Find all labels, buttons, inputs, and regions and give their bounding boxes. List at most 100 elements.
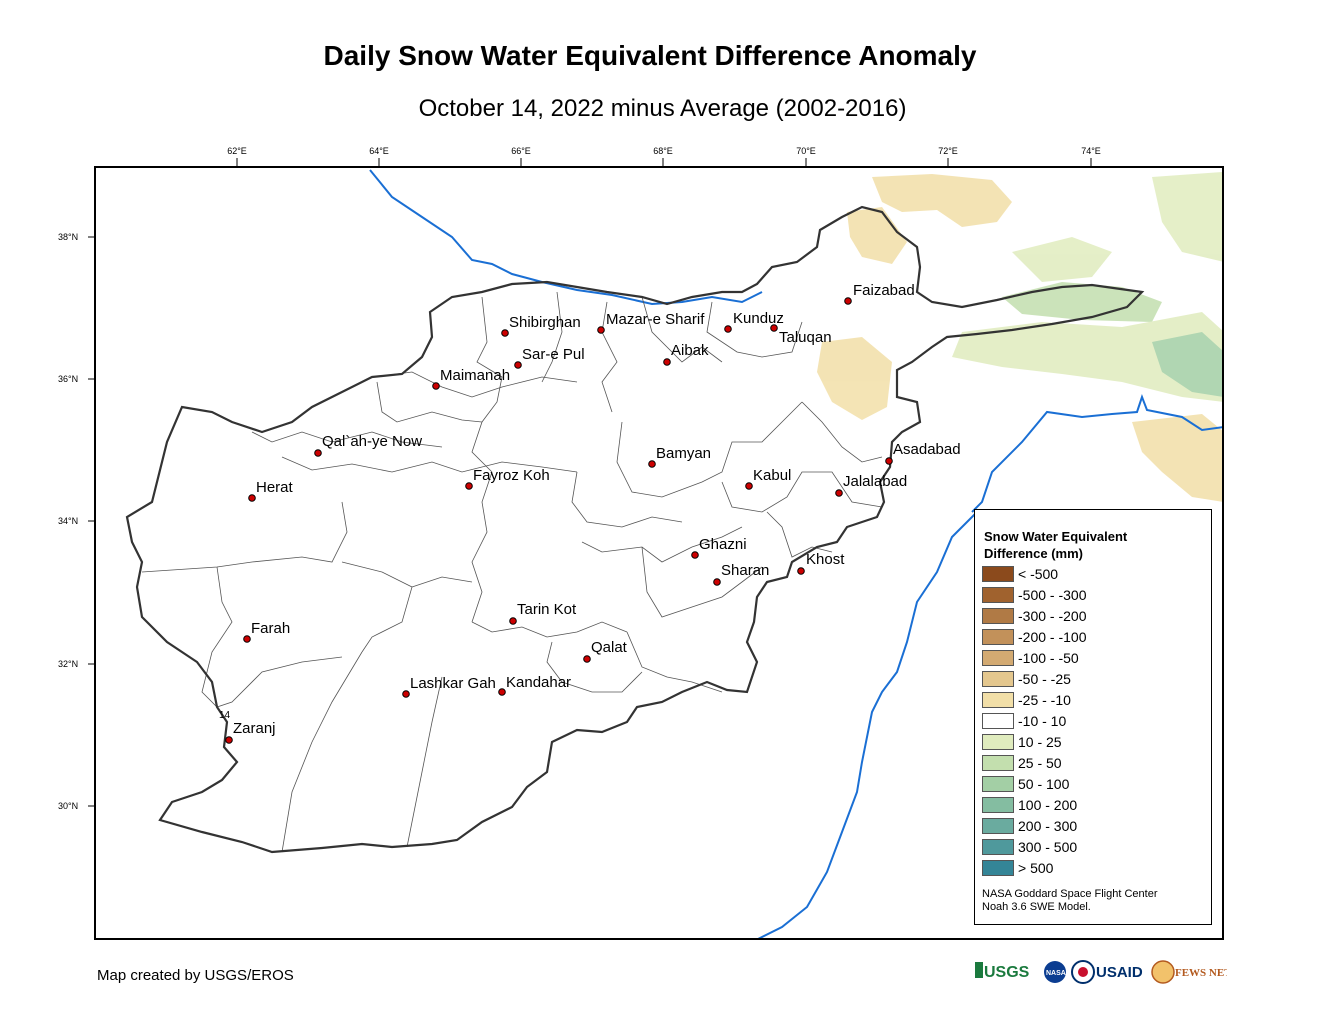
- legend-credit-line2: Noah 3.6 SWE Model.: [982, 901, 1091, 913]
- frame-lat-tick-marks: [88, 236, 94, 807]
- lat-tick: 34°N: [58, 516, 79, 526]
- legend-item: -500 - -300: [982, 586, 1086, 604]
- lat-tick: 32°N: [58, 659, 79, 669]
- city-label-zaranj: Zaranj: [233, 720, 276, 737]
- legend-credit-line1: NASA Goddard Space Flight Center: [982, 888, 1158, 900]
- legend-label: -50 - -25: [1018, 671, 1071, 687]
- legend-title-line2: Difference (mm): [984, 546, 1083, 561]
- map-subtitle: October 14, 2022 minus Average (2002-201…: [418, 95, 907, 122]
- city-dot-kunduz: [724, 325, 732, 333]
- city-dot-maimanah: [432, 382, 440, 390]
- nasa-logo-text: NASA: [1046, 970, 1066, 977]
- legend-swatch: [982, 776, 1014, 792]
- city-label-aibak: Aibak: [671, 342, 709, 359]
- usaid-logo: USAID: [1071, 960, 1143, 984]
- map-title: Daily Snow Water Equivalent Difference A…: [323, 40, 977, 71]
- fews-net-logo-text: FEWS NET: [1175, 967, 1227, 979]
- city-dot-herat: [248, 494, 256, 502]
- city-dot-bamyan: [648, 460, 656, 468]
- legend-item: -200 - -100: [982, 628, 1086, 646]
- usgs-logo: USGS: [975, 962, 1030, 981]
- city-dot-kandahar: [498, 688, 506, 696]
- city-dot-asadabad: [885, 457, 893, 465]
- city-dots: [225, 297, 893, 744]
- province-boundaries: [141, 291, 883, 853]
- legend-label: -500 - -300: [1018, 587, 1087, 603]
- city-dot-zaranj: [225, 736, 233, 744]
- legend-item: 10 - 25: [982, 733, 1062, 751]
- city-label-sar-e-pul: Sar-e Pul: [522, 346, 585, 363]
- legend-swatch: [982, 755, 1014, 771]
- city-label-sharan: Sharan: [721, 562, 769, 579]
- legend-swatch: [982, 692, 1014, 708]
- legend-label: 200 - 300: [1018, 818, 1078, 834]
- city-label-taluqan: Taluqan: [779, 329, 832, 346]
- lat-tick: 36°N: [58, 374, 79, 384]
- city-dot-fayroz-koh: [465, 482, 473, 490]
- legend-title: Snow Water Equivalent Difference (mm): [984, 528, 1204, 562]
- legend-label: 300 - 500: [1018, 839, 1078, 855]
- frame-tick-marks: [236, 158, 1092, 166]
- usgs-logo-text: USGS: [984, 964, 1030, 981]
- legend-item: < -500: [982, 565, 1058, 583]
- legend-item: -50 - -25: [982, 670, 1071, 688]
- usaid-logo-text: USAID: [1096, 964, 1143, 981]
- legend-swatch: [982, 860, 1014, 876]
- city-dot-tarin-kot: [509, 617, 517, 625]
- city-label-jalalabad: Jalalabad: [843, 473, 907, 490]
- city-dot-faizabad: [844, 297, 852, 305]
- country-border: [125, 205, 1145, 854]
- legend-label: -300 - -200: [1018, 608, 1087, 624]
- legend-swatch: [982, 671, 1014, 687]
- lon-tick: 66°E: [511, 146, 531, 156]
- legend-label: -25 - -10: [1018, 692, 1071, 708]
- legend-label: -100 - -50: [1018, 650, 1079, 666]
- legend-swatch: [982, 566, 1014, 582]
- city-label-ghazni: Ghazni: [699, 536, 747, 553]
- legend-label: > 500: [1018, 860, 1054, 876]
- legend-swatch: [982, 608, 1014, 624]
- legend-label: 25 - 50: [1018, 755, 1062, 771]
- legend-item: -100 - -50: [982, 649, 1079, 667]
- stray-label: 14: [219, 710, 231, 721]
- city-label-qalah-ye-now: Qal`ah-ye Now: [322, 433, 422, 450]
- legend-item: > 500: [982, 859, 1053, 877]
- city-label-farah: Farah: [251, 620, 290, 637]
- city-labels: Faizabad Shibirghan Mazar-e Sharif Kundu…: [219, 282, 961, 737]
- city-dot-aibak: [663, 358, 671, 366]
- lon-tick: 62°E: [227, 146, 247, 156]
- snow-anomaly-areas: [817, 172, 1222, 502]
- lat-tick: 30°N: [58, 801, 79, 811]
- legend-swatch: [982, 818, 1014, 834]
- city-label-herat: Herat: [256, 479, 294, 496]
- legend-label: 10 - 25: [1018, 734, 1062, 750]
- legend-swatch: [982, 650, 1014, 666]
- city-label-fayroz-koh: Fayroz Koh: [473, 467, 550, 484]
- city-label-maimanah: Maimanah: [440, 367, 510, 384]
- city-dot-qalat: [583, 655, 591, 663]
- lon-tick: 72°E: [938, 146, 958, 156]
- city-label-faizabad: Faizabad: [853, 282, 915, 299]
- city-dot-shibirghan: [501, 329, 509, 337]
- legend-swatch: [982, 587, 1014, 603]
- agency-logos: USGS NASA USAID FEWS NET: [975, 960, 1227, 984]
- city-label-bamyan: Bamyan: [656, 445, 711, 462]
- legend-item: 25 - 50: [982, 754, 1062, 772]
- lon-tick: 68°E: [653, 146, 673, 156]
- lat-tick: 38°N: [58, 232, 79, 242]
- city-dot-jalalabad: [835, 489, 843, 497]
- legend-item: -25 - -10: [982, 691, 1071, 709]
- legend-swatch: [982, 797, 1014, 813]
- legend: Snow Water Equivalent Difference (mm) < …: [974, 509, 1212, 925]
- nasa-logo: NASA: [1044, 961, 1066, 983]
- city-label-mazar-e-sharif: Mazar-e Sharif: [606, 311, 705, 328]
- lon-tick: 70°E: [796, 146, 816, 156]
- city-dot-lashkar-gah: [402, 690, 410, 698]
- legend-swatch: [982, 734, 1014, 750]
- legend-swatch: [982, 839, 1014, 855]
- city-label-kandahar: Kandahar: [506, 674, 571, 691]
- city-dot-sar-e-pul: [514, 361, 522, 369]
- city-dot-khost: [797, 567, 805, 575]
- legend-item: 50 - 100: [982, 775, 1069, 793]
- legend-label: -10 - 10: [1018, 713, 1067, 729]
